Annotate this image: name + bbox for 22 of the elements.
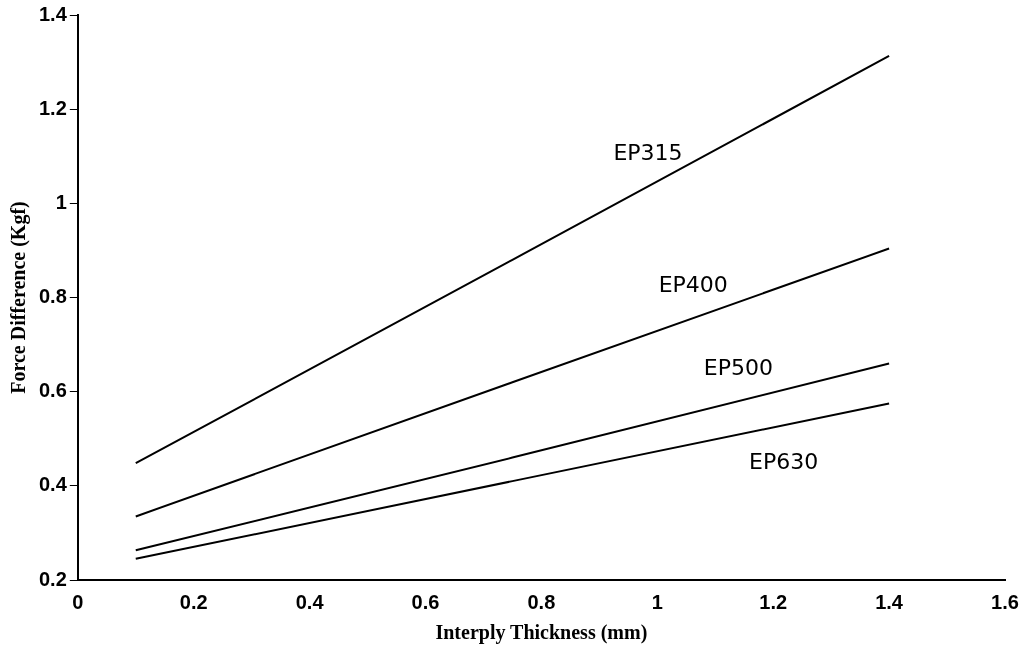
y-tick-label: 0.4	[38, 473, 68, 496]
y-tick-label: 0.2	[38, 567, 67, 590]
x-tick-label: 0.4	[295, 590, 325, 613]
y-tick-label: 1.4	[38, 2, 68, 25]
y-tick-label: 1	[55, 190, 67, 213]
x-tick-label: 1.2	[759, 590, 788, 613]
y-tick-label: 0.8	[38, 285, 67, 308]
y-tick-label: 1.2	[38, 96, 67, 119]
y-axis-title: Force Difference (Kgf)	[7, 201, 31, 394]
x-tick-label: 0.6	[411, 590, 440, 613]
x-tick-label: 1	[651, 590, 663, 613]
series-label: EP500	[703, 354, 774, 380]
x-tick-label: 0	[72, 590, 84, 613]
series-label: EP315	[613, 140, 683, 166]
series-label: EP630	[749, 448, 819, 474]
x-tick-label: 1.4	[875, 590, 904, 613]
y-tick-label: 0.6	[38, 379, 67, 402]
x-tick-label: 1.6	[991, 590, 1019, 613]
series-label: EP400	[658, 271, 728, 297]
x-axis-title: Interply Thickness (mm)	[435, 621, 648, 645]
x-tick-label: 0.2	[179, 590, 208, 613]
x-tick-label: 0.8	[527, 590, 556, 613]
